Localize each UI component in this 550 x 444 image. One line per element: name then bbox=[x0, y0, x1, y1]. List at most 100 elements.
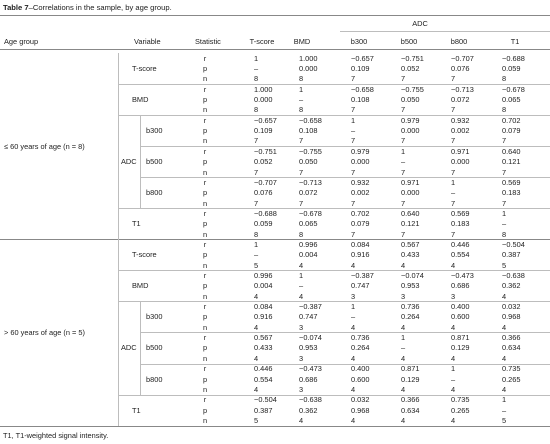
rule-line bbox=[0, 425, 550, 427]
cell: 0.000 bbox=[299, 64, 318, 74]
rule-line bbox=[140, 177, 550, 179]
cell: 4 bbox=[254, 353, 259, 363]
cell: 0.084 bbox=[351, 239, 370, 249]
cell: 0.953 bbox=[401, 281, 420, 291]
statistic: r bbox=[203, 271, 207, 281]
cell: −0.707 bbox=[451, 53, 474, 63]
cell: 1 bbox=[401, 333, 406, 343]
statistic: p bbox=[202, 219, 208, 229]
rule-line bbox=[140, 115, 141, 209]
cell: 0.702 bbox=[351, 208, 370, 218]
cell: 7 bbox=[351, 167, 356, 177]
cell: 4 bbox=[351, 260, 356, 270]
cell: 1 bbox=[451, 364, 456, 374]
cell: – bbox=[451, 374, 456, 384]
cell: 0.183 bbox=[451, 219, 470, 229]
cell: 0.387 bbox=[502, 250, 521, 260]
cell: 8 bbox=[254, 74, 259, 84]
cell: 7 bbox=[299, 136, 304, 146]
cell: 0.004 bbox=[254, 281, 273, 291]
age-group: > 60 years of age (n = 5) bbox=[4, 327, 85, 337]
rule-line bbox=[140, 301, 141, 395]
variable: T1 bbox=[132, 219, 141, 229]
cell: 0.050 bbox=[401, 95, 420, 105]
cell: 0.079 bbox=[502, 126, 521, 136]
cell: 4 bbox=[401, 384, 406, 394]
cell: 0.362 bbox=[502, 281, 521, 291]
cell: 0.871 bbox=[401, 364, 420, 374]
statistic: p bbox=[202, 405, 208, 415]
rule-line bbox=[140, 363, 550, 365]
cell: 4 bbox=[299, 260, 304, 270]
cell: 1 bbox=[299, 84, 304, 94]
cell: 3 bbox=[401, 291, 406, 301]
statistic: n bbox=[202, 353, 208, 363]
statistic: r bbox=[203, 302, 207, 312]
statistic: n bbox=[202, 415, 208, 425]
cell: 0.108 bbox=[299, 126, 318, 136]
cell: 4 bbox=[502, 291, 507, 301]
statistic: p bbox=[202, 95, 208, 105]
statistic: p bbox=[202, 374, 208, 384]
cell: 0.265 bbox=[451, 405, 470, 415]
header-column: T-score bbox=[249, 36, 275, 46]
rule-line bbox=[118, 394, 550, 396]
cell: 7 bbox=[401, 74, 406, 84]
cell: 0.567 bbox=[401, 239, 420, 249]
cell: 0.996 bbox=[254, 271, 273, 281]
cell: −0.504 bbox=[502, 239, 525, 249]
cell: −0.688 bbox=[254, 208, 277, 218]
statistic: p bbox=[202, 312, 208, 322]
statistic: p bbox=[202, 343, 208, 353]
statistic: n bbox=[202, 260, 208, 270]
cell: 4 bbox=[254, 322, 259, 332]
cell: 1 bbox=[451, 177, 456, 187]
cell: 0.600 bbox=[351, 374, 370, 384]
cell: 7 bbox=[401, 229, 406, 239]
cell: 1 bbox=[351, 115, 356, 125]
statistic: n bbox=[202, 198, 208, 208]
cell: 1 bbox=[502, 208, 507, 218]
cell: 8 bbox=[502, 74, 507, 84]
cell: 0.121 bbox=[401, 219, 420, 229]
rule-line bbox=[0, 15, 550, 16]
cell: 8 bbox=[299, 105, 304, 115]
cell: −0.658 bbox=[351, 84, 374, 94]
sub-variable: b500 bbox=[146, 157, 163, 167]
cell: 0.932 bbox=[451, 115, 470, 125]
header-column: BMD bbox=[293, 36, 311, 46]
cell: −0.473 bbox=[451, 271, 474, 281]
statistic: p bbox=[202, 188, 208, 198]
cell: 8 bbox=[502, 105, 507, 115]
cell: 0.433 bbox=[401, 250, 420, 260]
statistic: r bbox=[203, 239, 207, 249]
statistic: p bbox=[202, 64, 208, 74]
cell: – bbox=[451, 188, 456, 198]
cell: 0.979 bbox=[351, 146, 370, 156]
cell: 0.446 bbox=[254, 364, 273, 374]
cell: −0.074 bbox=[299, 333, 322, 343]
cell: 0.996 bbox=[299, 239, 318, 249]
statistic: r bbox=[203, 333, 207, 343]
cell: 4 bbox=[299, 291, 304, 301]
cell: 7 bbox=[254, 167, 259, 177]
cell: 3 bbox=[351, 291, 356, 301]
cell: 4 bbox=[351, 322, 356, 332]
cell: 7 bbox=[351, 198, 356, 208]
statistic: r bbox=[203, 395, 207, 405]
cell: 0.264 bbox=[351, 343, 370, 353]
cell: 0.050 bbox=[299, 157, 318, 167]
cell: 4 bbox=[401, 260, 406, 270]
cell: 0.059 bbox=[254, 219, 273, 229]
header-statistic: Statistic bbox=[195, 36, 221, 46]
cell: 7 bbox=[299, 198, 304, 208]
cell: 3 bbox=[299, 353, 304, 363]
cell: −0.657 bbox=[254, 115, 277, 125]
cell: 0.871 bbox=[451, 333, 470, 343]
cell: −0.755 bbox=[401, 84, 424, 94]
rule-line bbox=[340, 31, 550, 32]
statistic: r bbox=[203, 177, 207, 187]
cell: 8 bbox=[299, 74, 304, 84]
